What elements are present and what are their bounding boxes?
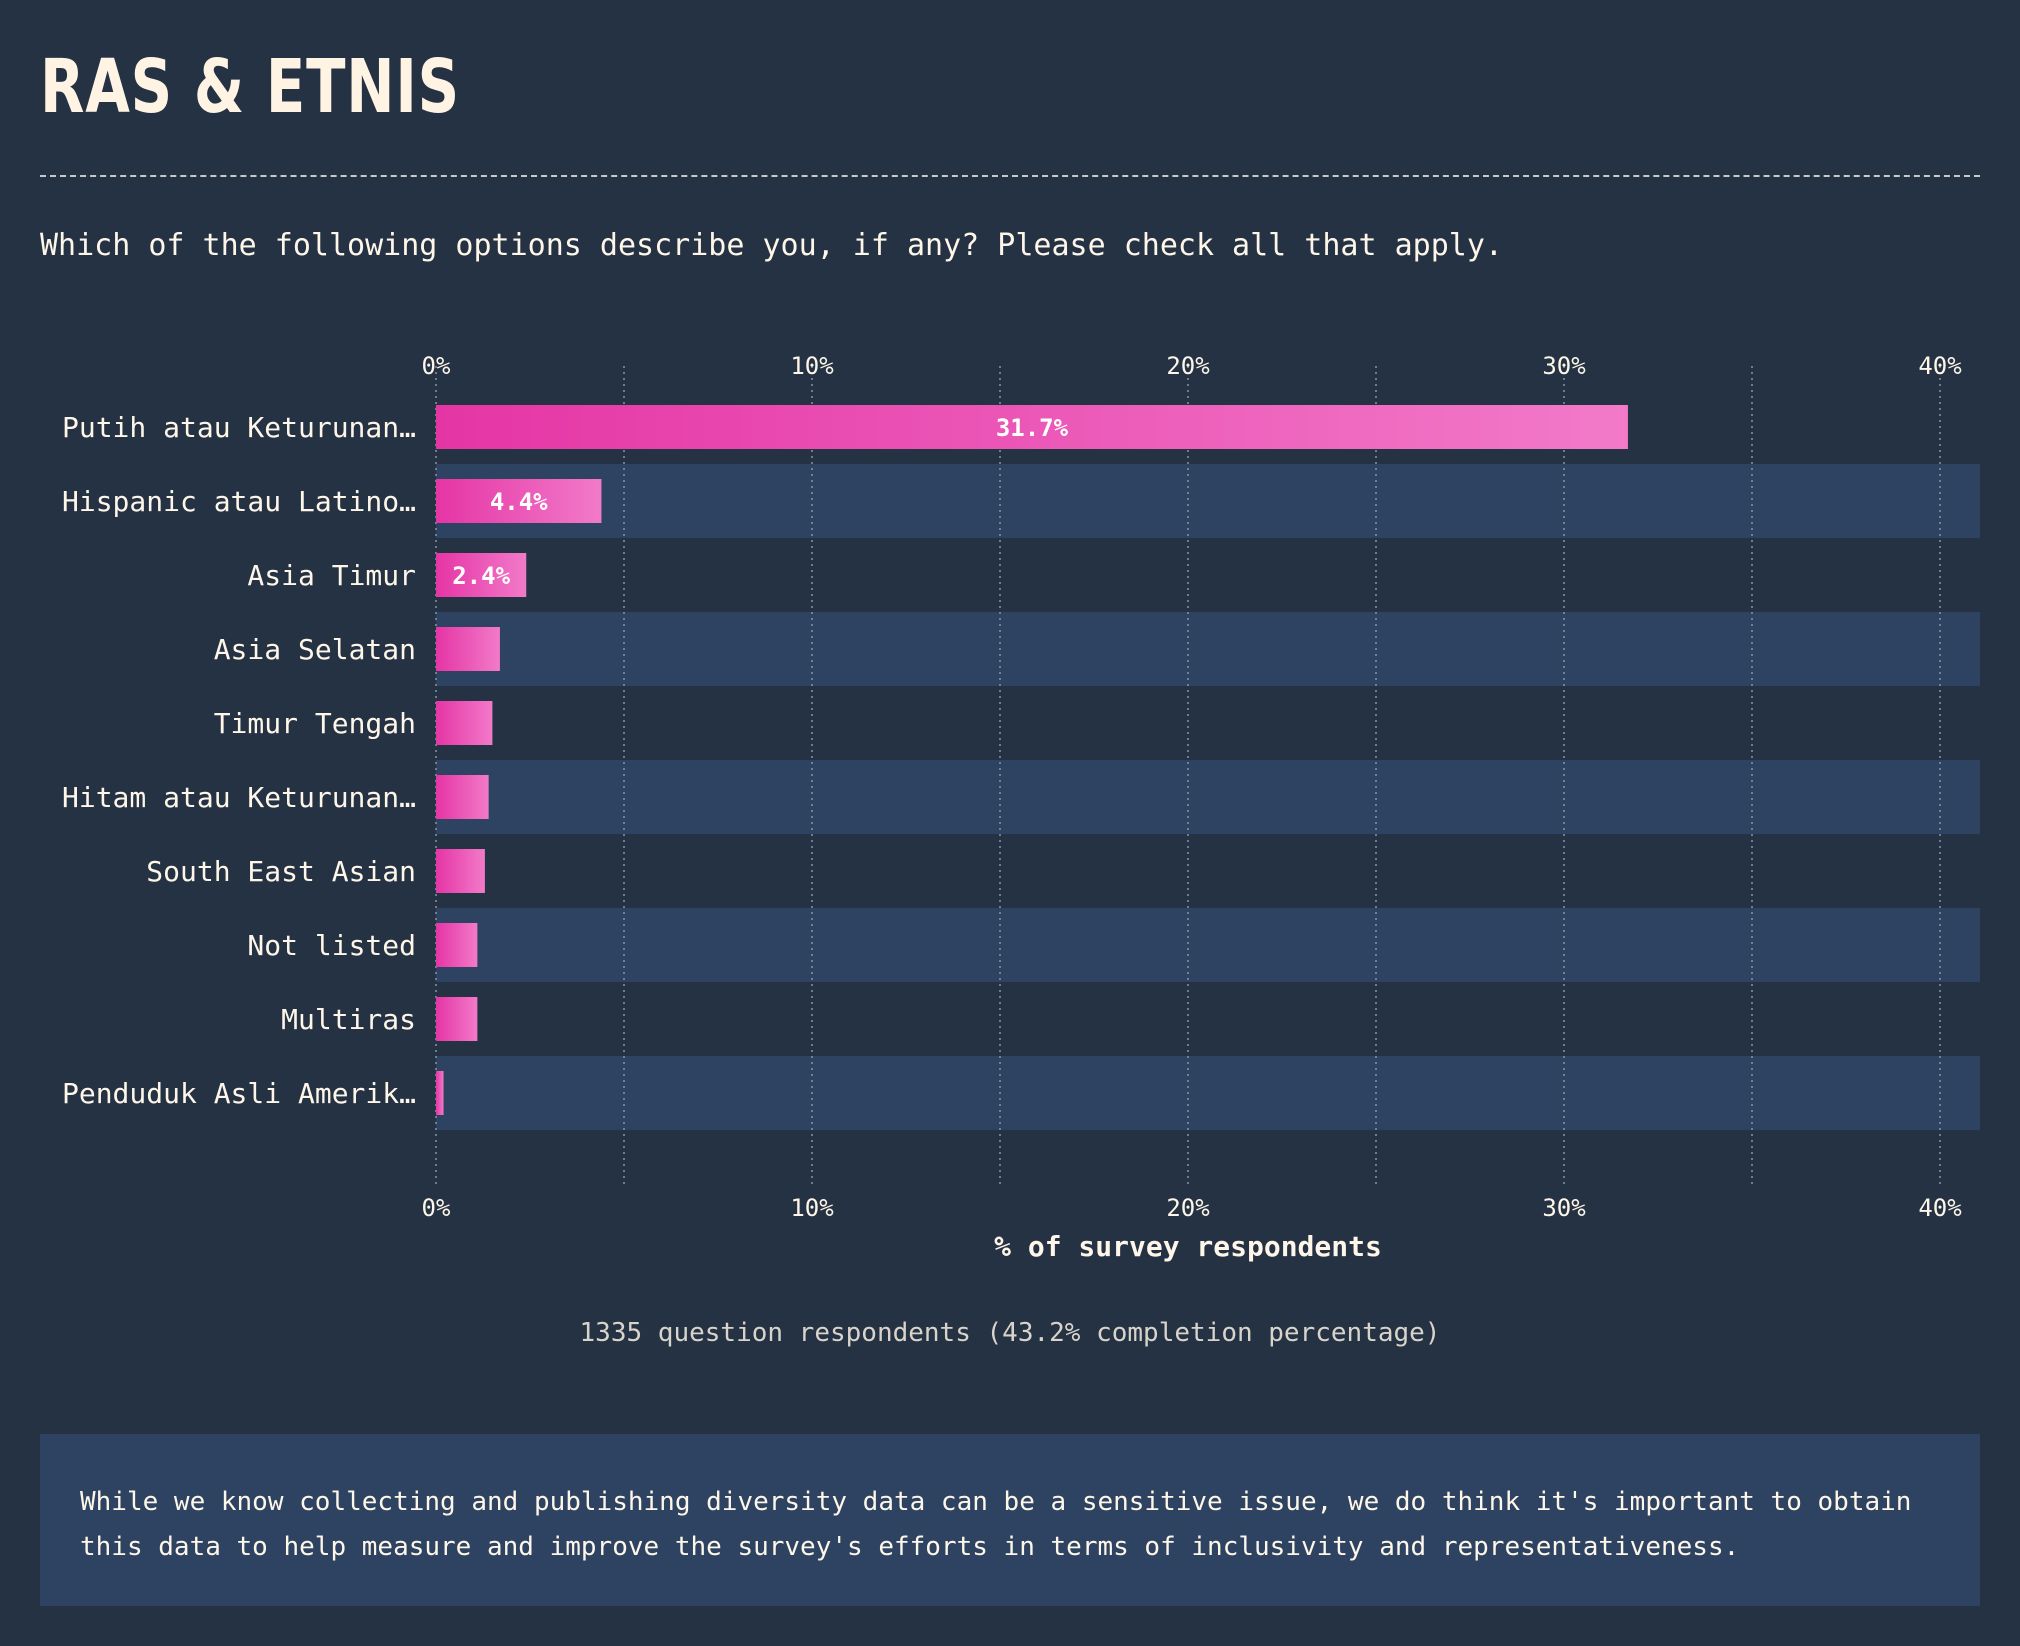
category-label: Hispanic atau Latino…	[62, 485, 416, 518]
bar	[436, 1071, 444, 1115]
row-band	[436, 760, 1980, 834]
bottom-axis: 0% 10% 20% 30% 40%	[422, 1194, 1963, 1222]
bar	[436, 923, 478, 967]
category-label: Putih atau Keturunan…	[62, 411, 416, 444]
bar	[436, 701, 493, 745]
bar	[436, 775, 489, 819]
bar-value-label: 2.4%	[452, 562, 510, 590]
x-tick-label-bottom: 30%	[1542, 1194, 1586, 1222]
x-tick-label-top: 0%	[422, 352, 451, 380]
info-note-text: While we know collecting and publishing …	[80, 1487, 1912, 1562]
x-tick-label-top: 40%	[1918, 352, 1962, 380]
category-label: Penduduk Asli Amerik…	[62, 1077, 416, 1110]
category-label: Hitam atau Keturunan…	[62, 781, 416, 814]
row-bands	[436, 464, 1980, 1130]
x-tick-label-bottom: 40%	[1918, 1194, 1962, 1222]
row-band	[436, 1056, 1980, 1130]
row-band	[436, 612, 1980, 686]
x-tick-label-top: 10%	[790, 352, 834, 380]
x-tick-label-bottom: 10%	[790, 1194, 834, 1222]
row-band	[436, 464, 1980, 538]
category-label: Not listed	[247, 929, 416, 962]
x-tick-label-top: 30%	[1542, 352, 1586, 380]
bars: 31.7% 4.4% 2.4%	[436, 405, 1628, 1115]
bar	[436, 553, 527, 597]
bar	[436, 997, 478, 1041]
x-tick-label-bottom: 20%	[1166, 1194, 1210, 1222]
bar	[436, 849, 485, 893]
divider	[40, 175, 1980, 177]
x-tick-label-bottom: 0%	[422, 1194, 451, 1222]
bar	[436, 627, 500, 671]
page-title: RAS & ETNIS	[40, 44, 460, 130]
respondents-note: 1335 question respondents (43.2% complet…	[579, 1318, 1441, 1348]
category-labels: Putih atau Keturunan… Hispanic atau Latin…	[62, 411, 416, 1110]
top-axis: 0% 10% 20% 30% 40%	[422, 352, 1963, 380]
bar-chart: 31.7% 4.4% 2.4% Putih atau Keturunan… Hispa…	[0, 330, 2020, 1294]
bar	[436, 405, 1628, 449]
row-band	[436, 908, 1980, 982]
category-label: Multiras	[281, 1003, 416, 1036]
bar-value-label: 4.4%	[490, 488, 548, 516]
category-label: Asia Timur	[247, 559, 416, 592]
x-tick-label-top: 20%	[1166, 352, 1210, 380]
chart-svg: 31.7% 4.4% 2.4% Putih atau Keturunan… Hispa…	[62, 352, 1980, 1263]
x-axis-title: % of survey respondents	[994, 1230, 1382, 1263]
category-label: South East Asian	[146, 855, 416, 888]
category-label: Timur Tengah	[214, 707, 416, 740]
category-label: Asia Selatan	[214, 633, 416, 666]
bar	[436, 479, 602, 523]
survey-question: Which of the following options describe …	[40, 228, 1503, 263]
info-note-box: While we know collecting and publishing …	[40, 1434, 1980, 1606]
bar-value-label: 31.7%	[996, 414, 1069, 442]
